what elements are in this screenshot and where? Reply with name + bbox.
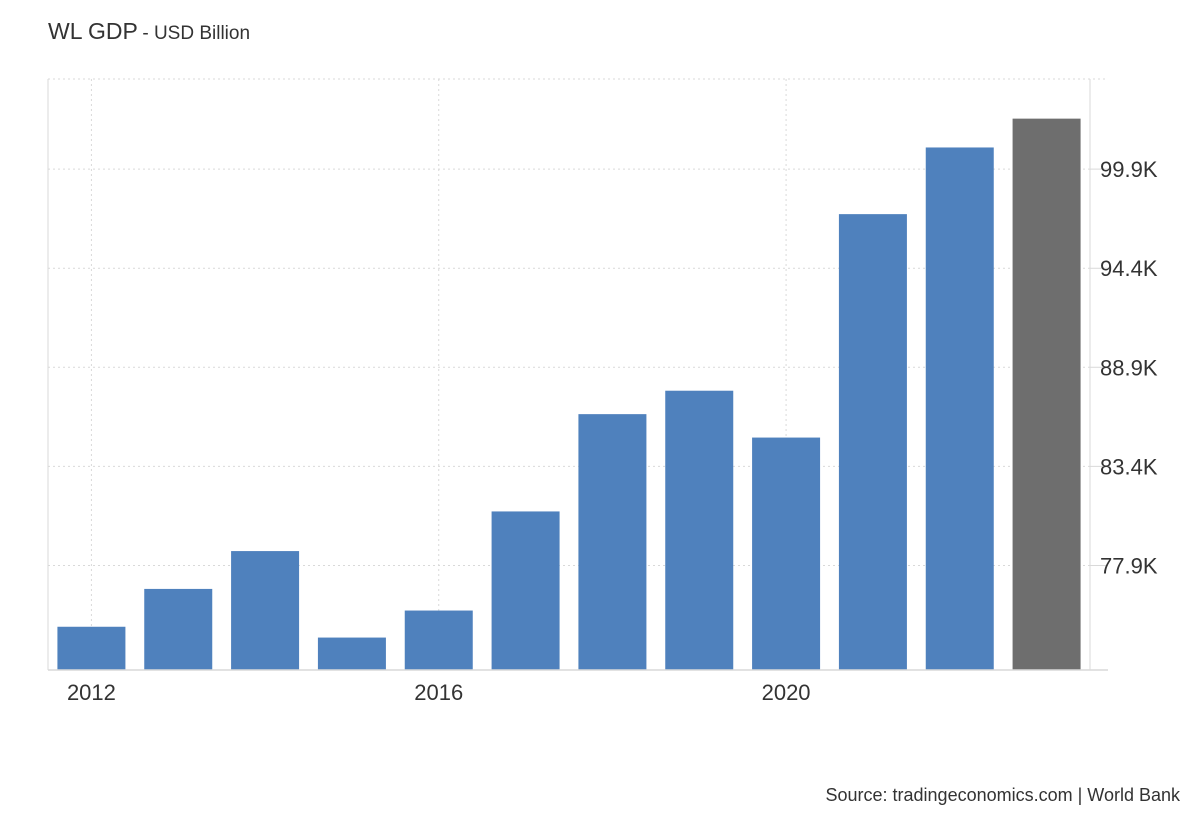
axis-layer: 77.9K 83.4K 88.9K 94.4K 99.9K 2012 2016 2020 <box>48 157 1158 705</box>
bars-layer <box>57 118 1081 671</box>
y-tick-label: 83.4K <box>1100 454 1158 479</box>
y-tick-label: 94.4K <box>1100 256 1158 281</box>
bar-2016[interactable] <box>404 610 473 670</box>
bar-2021[interactable] <box>838 214 907 670</box>
chart-header: WL GDP - USD Billion <box>48 18 250 45</box>
bar-2013[interactable] <box>144 588 213 670</box>
bar-2014[interactable] <box>231 551 300 670</box>
grid-layer <box>47 78 1108 670</box>
x-tick-label: 2012 <box>67 680 116 705</box>
bar-2019[interactable] <box>665 390 734 670</box>
y-tick-label: 99.9K <box>1100 157 1158 182</box>
y-tick-label: 88.9K <box>1100 355 1158 380</box>
bar-2012[interactable] <box>57 626 126 670</box>
bar-2022[interactable] <box>925 147 994 671</box>
bar-2017[interactable] <box>491 511 560 670</box>
x-tick-label: 2016 <box>414 680 463 705</box>
bar-2020[interactable] <box>752 437 821 670</box>
source-note: Source: tradingeconomics.com | World Ban… <box>825 785 1181 805</box>
bar-2015[interactable] <box>317 637 386 670</box>
x-tick-label: 2020 <box>762 680 811 705</box>
bar-2018[interactable] <box>578 414 647 670</box>
bar-2023[interactable] <box>1012 118 1081 670</box>
y-tick-label: 77.9K <box>1100 553 1158 578</box>
chart-subtitle: - USD Billion <box>142 23 251 44</box>
chart-title: WL GDP <box>48 18 138 44</box>
